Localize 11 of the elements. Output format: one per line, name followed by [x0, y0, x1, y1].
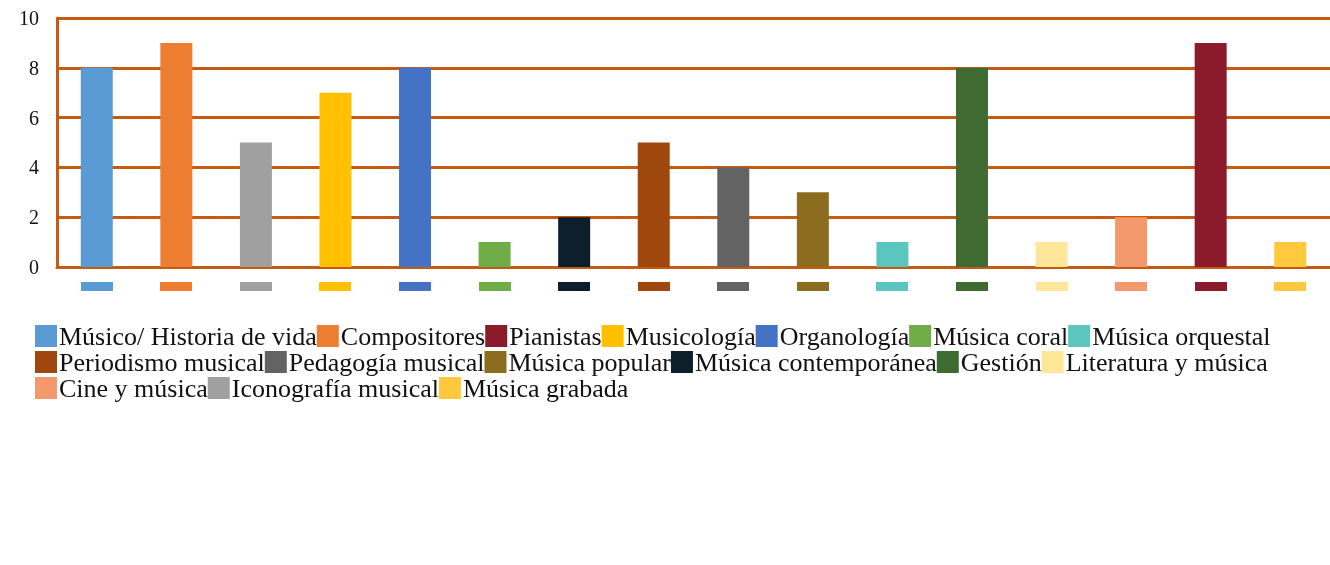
y-tick-label: 4 [29, 156, 39, 179]
y-tick-label: 8 [29, 56, 39, 79]
y-tick-label: 6 [29, 106, 39, 129]
y-tick-label: 0 [29, 256, 39, 278]
y-tick-label: 10 [19, 7, 39, 29]
legend-label: Musicología [625, 321, 757, 351]
legend-label: Música orquestal [1092, 321, 1271, 351]
legend-label: Organología [779, 321, 910, 351]
legend-label: Pianistas [509, 321, 602, 351]
legend-label: Compositores [340, 321, 486, 351]
y-tick-label: 2 [29, 206, 39, 229]
